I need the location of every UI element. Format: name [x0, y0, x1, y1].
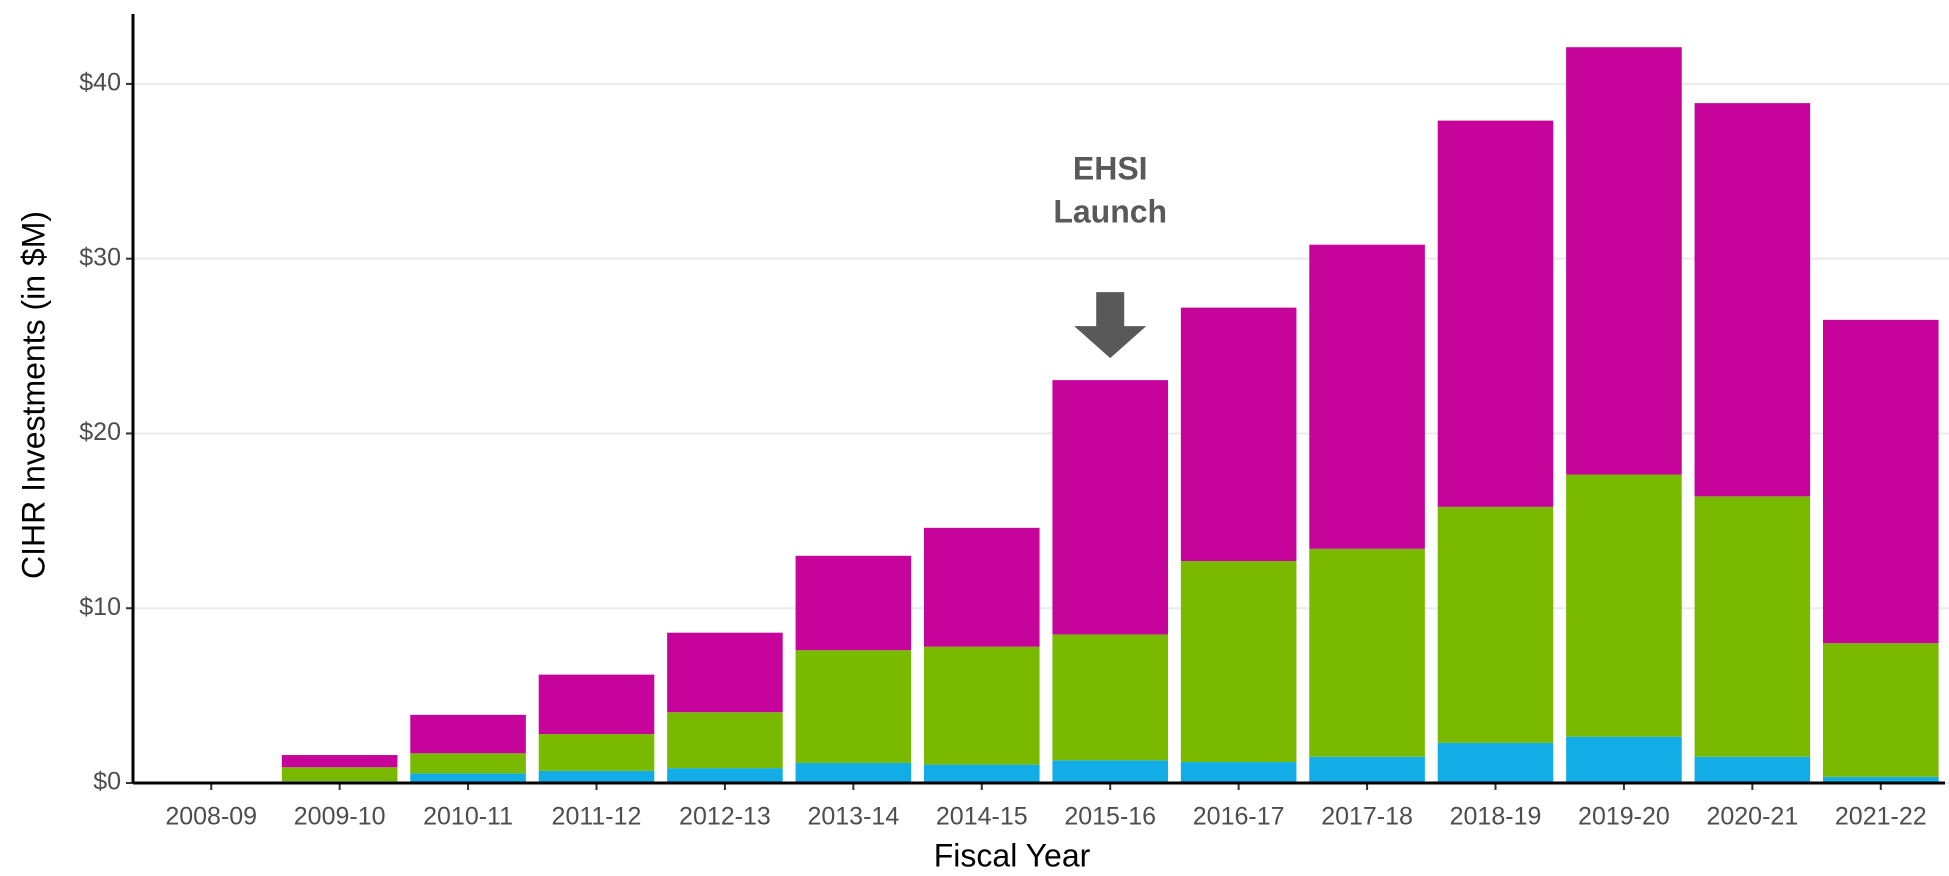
y-tick-label: $10: [79, 593, 121, 621]
bar-segment: [281, 767, 398, 782]
bar-segment: [795, 762, 912, 783]
bar-segment: [795, 650, 912, 763]
bar-segment: [1437, 120, 1554, 507]
x-tick-label: 2020-21: [1706, 803, 1798, 831]
y-axis-title: CIHR Investments (in $M): [15, 211, 51, 579]
x-tick-label: 2011-12: [552, 803, 642, 831]
x-tick-label: 2016-17: [1193, 803, 1285, 831]
y-tick-label: $20: [79, 418, 121, 446]
bar-segment: [1566, 474, 1682, 737]
y-tick-label: $0: [93, 768, 121, 796]
bar-segment: [923, 527, 1040, 647]
x-tick-label: 2008-09: [165, 803, 257, 831]
bar-segment: [1694, 103, 1811, 497]
x-tick-label: 2019-20: [1578, 803, 1670, 831]
bar-segment: [538, 770, 655, 783]
y-tick-label: $40: [79, 69, 121, 97]
y-tick-label: $30: [79, 243, 121, 271]
bar-segment: [410, 753, 526, 774]
annotation-arrow: [1074, 292, 1147, 359]
bar-segment: [1566, 47, 1682, 475]
bar-segment: [1694, 756, 1811, 783]
bar-segment: [923, 764, 1040, 783]
bar-segment: [1180, 762, 1297, 783]
bar-segment: [923, 646, 1040, 765]
bar-segment: [410, 714, 526, 754]
bar-segment: [1180, 561, 1297, 763]
x-tick-label: 2021-22: [1835, 803, 1927, 831]
x-tick-label: 2015-16: [1064, 803, 1156, 831]
annotation-text: EHSI: [1073, 151, 1148, 187]
bar-segment: [1437, 506, 1554, 743]
bar-segment: [538, 734, 655, 771]
bar-segment: [1309, 548, 1425, 757]
bar-segment: [1052, 380, 1169, 635]
bar-segment: [1052, 634, 1169, 761]
x-tick-label: 2018-19: [1450, 803, 1542, 831]
x-tick-label: 2010-11: [423, 803, 513, 831]
bar-segment: [538, 674, 655, 735]
annotation-text: Launch: [1053, 194, 1167, 230]
bar-segment: [1566, 736, 1682, 783]
bar-segment: [667, 768, 783, 783]
x-tick-label: 2009-10: [294, 803, 386, 831]
bar-segment: [1694, 496, 1811, 757]
x-tick-label: 2017-18: [1321, 803, 1413, 831]
bar-segment: [1052, 760, 1169, 783]
bar-segment: [1822, 643, 1939, 777]
x-tick-label: 2013-14: [807, 803, 899, 831]
bar-segment: [1822, 776, 1939, 783]
bar-segment: [667, 632, 783, 713]
bar-segment: [1822, 319, 1939, 644]
bar-segment: [1309, 756, 1425, 783]
x-tick-label: 2012-13: [679, 803, 771, 831]
bar-segment: [667, 712, 783, 769]
x-axis-title: Fiscal Year: [934, 837, 1091, 873]
bar-segment: [1309, 244, 1425, 549]
x-tick-label: 2014-15: [936, 803, 1028, 831]
bar-segment: [1180, 307, 1297, 562]
bar-segment: [795, 555, 912, 651]
bar-segment: [281, 755, 398, 768]
bar-segment: [410, 773, 526, 783]
bar-segment: [1437, 742, 1554, 783]
